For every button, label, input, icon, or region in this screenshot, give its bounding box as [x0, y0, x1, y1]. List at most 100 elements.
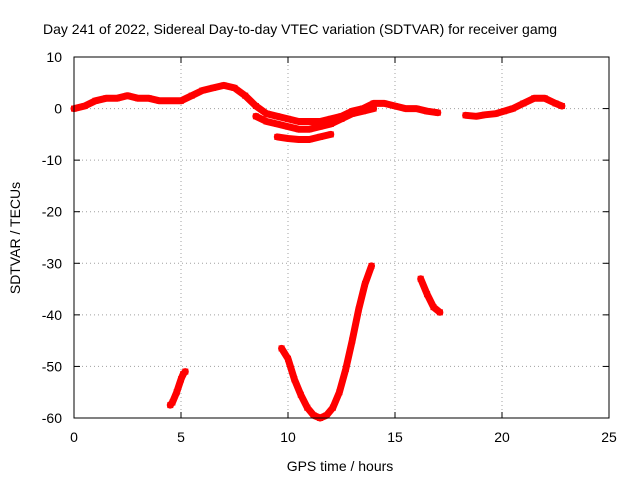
- y-tick-label: -40: [42, 307, 62, 323]
- data-point: [173, 389, 180, 396]
- y-tick-label: 10: [46, 49, 62, 65]
- data-point: [306, 118, 313, 125]
- data-point: [231, 84, 238, 91]
- data-point: [274, 121, 281, 127]
- data-point: [92, 97, 99, 104]
- data-point: [295, 118, 302, 125]
- data-point: [274, 133, 281, 140]
- data-point: [285, 115, 291, 122]
- data-point: [317, 133, 324, 140]
- data-point: [274, 113, 281, 120]
- series-arc-late: [417, 275, 444, 316]
- data-point: [436, 309, 443, 316]
- data-point: [434, 109, 441, 116]
- data-point: [182, 368, 189, 375]
- data-point: [306, 136, 313, 143]
- data-point: [349, 337, 356, 344]
- data-point: [291, 376, 298, 383]
- data-point: [323, 412, 330, 419]
- x-tick-label: 15: [387, 429, 403, 445]
- x-tick-label: 10: [280, 429, 296, 445]
- data-point: [327, 121, 334, 127]
- data-point: [327, 131, 334, 138]
- data-point: [113, 95, 120, 102]
- x-tick-label: 0: [70, 429, 78, 445]
- x-tick-label: 20: [494, 429, 510, 445]
- data-point: [342, 366, 349, 372]
- data-point: [541, 95, 548, 102]
- data-point: [359, 108, 366, 115]
- data-point: [430, 304, 437, 311]
- data-point: [349, 110, 356, 117]
- data-point: [310, 412, 317, 419]
- grid: [74, 57, 609, 418]
- series-group: [70, 81, 566, 422]
- y-axis-label: SDTVAR / TECUs: [7, 182, 23, 294]
- data-point: [306, 126, 313, 133]
- data-point: [135, 95, 142, 102]
- data-point: [81, 103, 88, 109]
- data-point: [402, 105, 409, 112]
- data-point: [278, 345, 285, 352]
- data-point: [317, 123, 324, 130]
- data-point: [413, 105, 420, 112]
- data-point: [156, 97, 163, 104]
- data-point: [304, 404, 311, 411]
- data-point: [169, 399, 176, 406]
- data-point: [329, 404, 336, 411]
- data-point: [210, 84, 217, 91]
- data-point: [285, 123, 291, 130]
- data-point: [531, 95, 538, 102]
- data-point: [145, 95, 152, 102]
- y-tick-label: -20: [42, 204, 62, 220]
- data-point: [509, 105, 516, 112]
- data-point: [252, 103, 259, 109]
- data-point: [392, 103, 398, 109]
- data-point: [558, 103, 565, 109]
- data-point: [124, 92, 131, 99]
- y-tick-label: -60: [42, 410, 62, 426]
- y-tick-label: -30: [42, 255, 62, 271]
- data-point: [285, 355, 291, 362]
- data-point: [481, 111, 488, 118]
- data-point: [188, 92, 195, 99]
- data-point: [295, 136, 302, 143]
- data-point: [178, 376, 184, 383]
- data-point: [473, 113, 480, 120]
- data-point: [263, 118, 270, 125]
- data-point: [285, 135, 291, 142]
- data-point: [424, 291, 431, 298]
- y-tick-label: -50: [42, 358, 62, 374]
- x-axis-label: GPS time / hours: [287, 458, 394, 474]
- x-tick-label: 5: [177, 429, 185, 445]
- data-point: [317, 118, 324, 125]
- y-tick-label: 0: [54, 101, 62, 117]
- data-point: [199, 87, 206, 94]
- x-tick-label: 25: [601, 429, 617, 445]
- data-point: [167, 97, 174, 104]
- data-point: [381, 100, 388, 107]
- data-point: [368, 262, 375, 269]
- plot-frame: [73, 56, 610, 419]
- chart-title: Day 241 of 2022, Sidereal Day-to-day VTE…: [43, 21, 557, 37]
- data-point: [103, 95, 110, 102]
- data-point: [263, 110, 270, 117]
- series-arc-u: [278, 262, 375, 422]
- data-point: [242, 92, 249, 99]
- data-point: [220, 82, 227, 89]
- data-point: [501, 108, 508, 115]
- data-point: [417, 275, 424, 282]
- data-point: [338, 115, 345, 122]
- data-point: [492, 110, 499, 117]
- y-tick-label: -10: [42, 152, 62, 168]
- data-point: [252, 113, 259, 120]
- data-point: [424, 108, 431, 115]
- data-point: [355, 306, 362, 313]
- data-point: [552, 100, 559, 107]
- data-point: [362, 280, 368, 287]
- data-point: [336, 389, 343, 396]
- data-point: [327, 115, 334, 122]
- data-point: [462, 112, 469, 119]
- data-point: [520, 100, 527, 107]
